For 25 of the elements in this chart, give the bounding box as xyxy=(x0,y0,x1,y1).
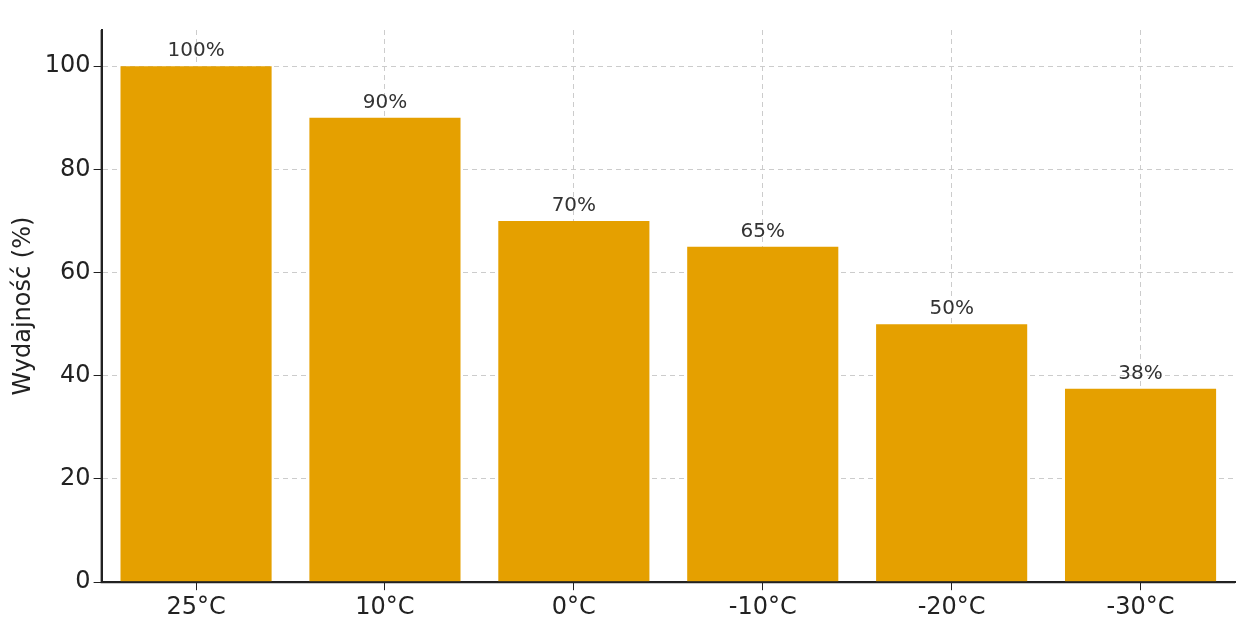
y-tick-label: 60 xyxy=(60,256,91,285)
bar xyxy=(120,66,272,582)
x-tick-label: 25°C xyxy=(166,591,226,620)
y-tick-label: 80 xyxy=(60,153,91,182)
y-tick-label: 20 xyxy=(60,463,91,492)
bar xyxy=(687,246,839,582)
bar xyxy=(1064,388,1217,582)
bar xyxy=(309,117,461,582)
x-tick-label: 10°C xyxy=(355,591,415,620)
data-label: 70% xyxy=(551,192,597,217)
y-tick-label: 0 xyxy=(75,566,91,595)
x-tick-label: 0°C xyxy=(551,591,596,620)
bar xyxy=(498,220,650,582)
y-tick-label: 40 xyxy=(60,360,91,388)
x-tick-label: -30°C xyxy=(1106,591,1175,620)
bar xyxy=(876,324,1028,582)
data-label: 50% xyxy=(929,295,974,320)
y-tick-label: 100 xyxy=(44,50,91,79)
data-label: 100% xyxy=(167,37,225,62)
data-label: 38% xyxy=(1118,359,1163,384)
data-label: 65% xyxy=(740,217,785,242)
x-tick-label: -10°C xyxy=(728,591,797,620)
data-label: 90% xyxy=(362,88,408,113)
y-axis-title: Wydajność (%) xyxy=(7,216,36,396)
x-tick-label: -20°C xyxy=(917,591,986,620)
